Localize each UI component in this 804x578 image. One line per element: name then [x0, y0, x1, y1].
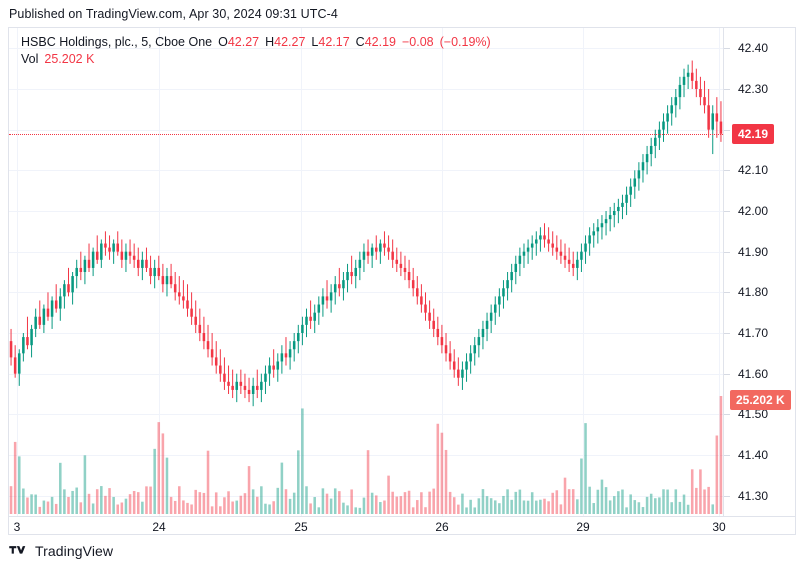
- legend-close-label: C: [355, 35, 365, 49]
- price-tick-stub: [724, 373, 730, 375]
- price-tick-stub: [724, 333, 730, 334]
- price-tick-stub: [724, 211, 730, 212]
- gridline-vertical: [583, 28, 584, 516]
- price-tick-label: 41.40: [738, 448, 769, 462]
- candlestick-series: [9, 60, 723, 407]
- gridline-vertical: [719, 28, 720, 516]
- price-tick-label: 41.30: [738, 488, 769, 503]
- chart-plot-area[interactable]: [9, 28, 723, 516]
- chart-frame: 42.40 42.30 42.10 42.00 41.90 41.80 41.70 41.60…: [8, 27, 796, 535]
- legend-open-value: 42.27: [227, 35, 260, 49]
- time-tick-label: 26: [435, 520, 449, 534]
- price-tick-stub: [724, 292, 730, 294]
- price-tick-label: 42.00: [738, 204, 769, 218]
- price-tick-stub: [724, 495, 730, 497]
- legend-low-label: L: [311, 35, 319, 49]
- time-tick-label: 29: [576, 520, 590, 534]
- price-axis[interactable]: 42.40 42.30 42.10 42.00 41.90 41.80 41.70 41.60…: [723, 28, 795, 516]
- gridline-vertical: [17, 28, 18, 516]
- legend-line-volume: Vol 25.202 K: [21, 51, 491, 68]
- current-volume-tag: 25.202 K: [730, 390, 791, 410]
- tradingview-footer-logo[interactable]: TradingView: [9, 543, 113, 559]
- published-text: Published on TradingView.com, Apr 30, 20…: [9, 6, 338, 21]
- tradingview-logo-icon: [9, 545, 26, 554]
- price-tick-stub: [724, 129, 730, 131]
- time-axis[interactable]: 3 24 25 26 29 30: [9, 516, 795, 534]
- legend-interval[interactable]: 5: [141, 35, 149, 49]
- gridline-horizontal: [9, 129, 723, 131]
- gridline-horizontal: [9, 455, 723, 456]
- gridline-horizontal: [9, 373, 723, 375]
- price-tick-label: 42.30: [738, 82, 769, 96]
- gridline-horizontal: [9, 251, 723, 253]
- time-tick-label: 30: [712, 520, 726, 534]
- price-tick-label: 42.10: [738, 163, 769, 178]
- price-tick-label: 41.60: [738, 366, 769, 381]
- current-price-tag: 42.19: [732, 123, 775, 144]
- legend-volume-value: 25.202 K: [44, 52, 95, 66]
- price-tick-label: 42.40: [738, 41, 769, 56]
- time-tick-label: 24: [152, 520, 166, 534]
- time-tick-label: 3: [13, 520, 21, 534]
- price-tick-stub: [724, 170, 730, 172]
- gridline-horizontal: [9, 211, 723, 212]
- legend-change-percent: (−0.19%): [439, 35, 491, 49]
- legend-open-label: O: [218, 35, 228, 49]
- legend-high-label: H: [265, 35, 275, 49]
- gridline-horizontal: [9, 170, 723, 172]
- price-tick-label: 41.70: [738, 326, 769, 340]
- legend-symbol[interactable]: HSBC Holdings, plc.: [21, 35, 135, 49]
- price-tick-label: 41.50: [738, 407, 769, 422]
- gridline-horizontal: [9, 89, 723, 90]
- tradingview-brand-text: TradingView: [35, 543, 114, 559]
- gridline-vertical: [442, 28, 443, 516]
- legend-change: −0.08: [401, 35, 434, 49]
- legend-volume-label: Vol: [21, 52, 39, 66]
- gridline-horizontal: [9, 495, 723, 497]
- legend-low-value: 42.17: [318, 35, 350, 49]
- price-tick-stub: [724, 48, 730, 50]
- gridline-horizontal: [9, 292, 723, 294]
- time-tick-label: 25: [294, 520, 308, 534]
- current-price-line: [9, 133, 723, 135]
- volume-histogram-series: [9, 396, 723, 514]
- price-tick-label: 41.90: [738, 244, 769, 259]
- chart-legend: HSBC Holdings, plc., 5, Cboe One O42.27 H4…: [21, 34, 491, 68]
- price-tick-label: 41.80: [738, 285, 769, 300]
- price-tick-stub: [724, 455, 730, 456]
- gridline-horizontal: [9, 48, 723, 50]
- price-tick-stub: [724, 89, 730, 90]
- legend-high-value: 42.27: [274, 35, 306, 49]
- legend-close-value: 42.19: [364, 35, 396, 49]
- legend-exchange: Cboe One: [155, 35, 213, 49]
- gridline-vertical: [301, 28, 302, 516]
- price-tick-stub: [724, 251, 730, 253]
- gridline-horizontal: [9, 414, 723, 416]
- price-tick-stub: [724, 414, 730, 416]
- published-header-bar: Published on TradingView.com, Apr 30, 20…: [0, 0, 804, 27]
- legend-line-ohlc: HSBC Holdings, plc., 5, Cboe One O42.27 H4…: [21, 35, 491, 49]
- gridline-horizontal: [9, 333, 723, 334]
